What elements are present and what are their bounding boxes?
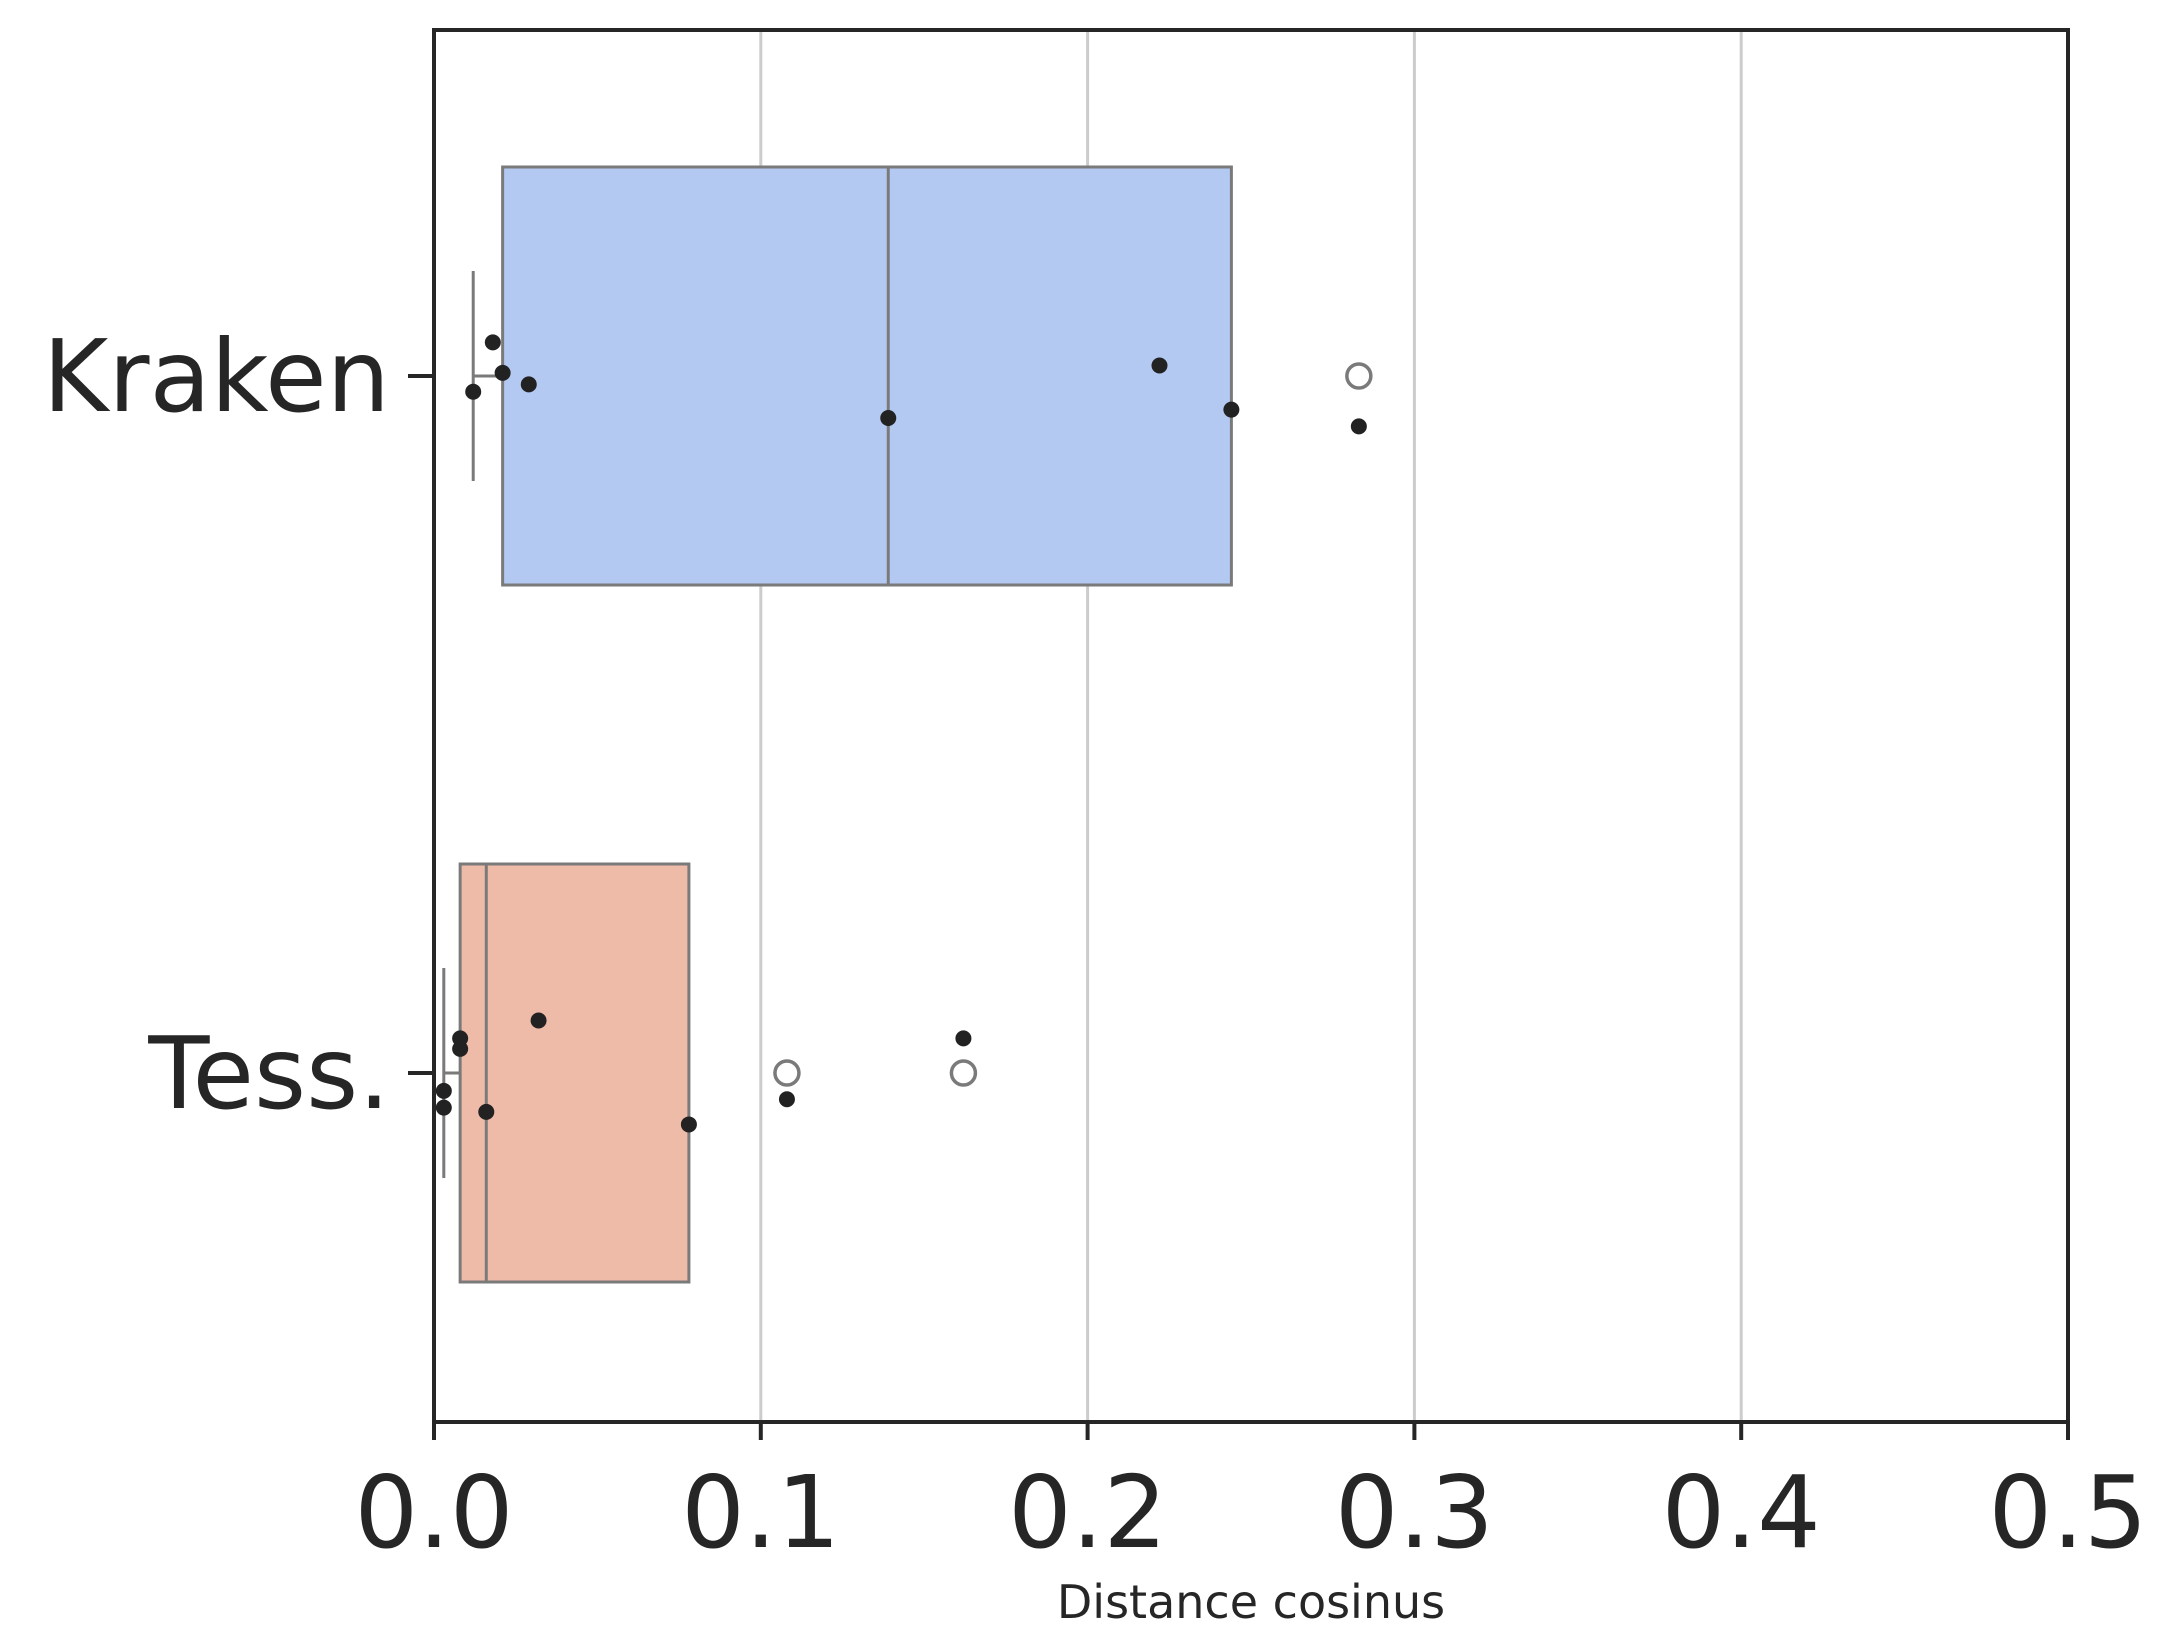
data-point — [1350, 418, 1367, 435]
axis-ticks: 0.0 0.1 0.2 0.3 0.4 0.5 Kraken Tess. — [43, 318, 2148, 1571]
data-point — [955, 1030, 972, 1047]
data-point — [520, 376, 537, 393]
data-point — [465, 383, 482, 400]
x-tick-label: 0.5 — [1988, 1454, 2147, 1571]
data-point — [680, 1116, 697, 1133]
x-tick-label: 0.4 — [1662, 1454, 1821, 1571]
x-tick-label: 0.1 — [681, 1454, 840, 1571]
x-tick-label: 0.3 — [1335, 1454, 1494, 1571]
x-axis-label: Distance cosinus — [1057, 1575, 1445, 1629]
y-tick-label: Tess. — [147, 1015, 390, 1132]
box-iqr — [458, 862, 691, 1284]
data-point — [880, 410, 897, 426]
data-point — [484, 334, 501, 351]
data-point — [1223, 401, 1240, 418]
x-tick-label: 0.0 — [354, 1454, 513, 1571]
data-point — [530, 1012, 547, 1029]
y-tick-label: Kraken — [43, 318, 390, 435]
data-points — [435, 334, 1367, 1133]
outlier-marker — [773, 1059, 801, 1087]
boxes — [442, 165, 1373, 1284]
data-point — [452, 1040, 469, 1057]
outlier-marker — [949, 1059, 978, 1087]
data-point — [494, 364, 511, 381]
box-iqr — [501, 165, 1233, 587]
data-point — [778, 1091, 795, 1108]
data-point — [478, 1103, 495, 1120]
data-point — [1151, 357, 1168, 374]
data-point — [435, 1082, 452, 1099]
x-tick-label: 0.2 — [1008, 1454, 1167, 1571]
data-point — [435, 1099, 452, 1116]
plot-frame — [432, 28, 2070, 1424]
outlier-marker — [1345, 362, 1373, 390]
